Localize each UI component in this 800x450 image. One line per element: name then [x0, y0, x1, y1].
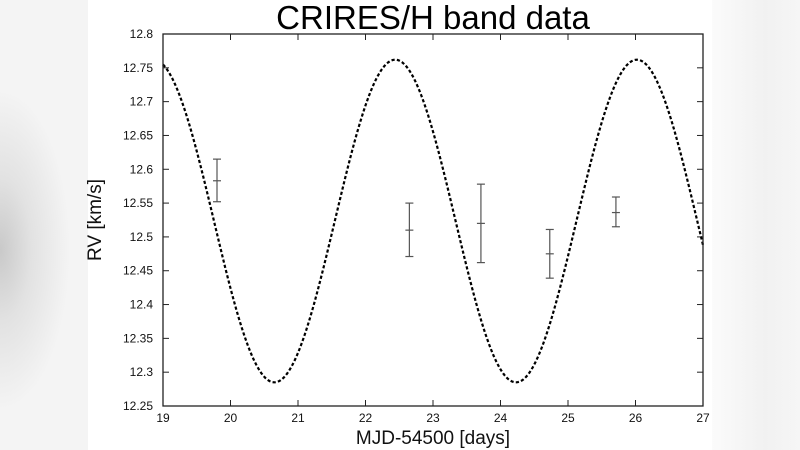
axis-ticks: 19 20 21 22 23 24 25 26 27 12.25 12.3 12.35 12.4 12.4… — [123, 27, 710, 425]
x-tick-label: 25 — [561, 411, 575, 425]
x-tick-label: 24 — [494, 411, 508, 425]
data-point — [405, 202, 414, 258]
x-tick-label: 26 — [629, 411, 643, 425]
chart-panel — [88, 0, 712, 450]
x-tick-label: 19 — [156, 411, 170, 425]
x-tick-label: 21 — [291, 411, 305, 425]
y-axis-label: RV [km/s] — [85, 179, 106, 261]
y-tick-label: 12.4 — [130, 298, 154, 312]
data-point — [611, 196, 620, 228]
x-tick-label: 22 — [359, 411, 373, 425]
y-tick-label: 12.35 — [123, 331, 153, 345]
data-points — [213, 158, 620, 279]
background-right-blur — [712, 0, 800, 450]
y-tick-label: 12.5 — [130, 230, 154, 244]
x-axis-label: MJD-54500 [days] — [356, 428, 510, 449]
y-tick-label: 12.25 — [123, 399, 153, 413]
y-tick-label: 12.8 — [130, 27, 154, 41]
plot-frame — [162, 33, 704, 407]
data-point — [213, 158, 221, 203]
y-tick-label: 12.45 — [123, 264, 153, 278]
y-tick-label: 12.3 — [130, 365, 154, 379]
data-point — [476, 183, 485, 264]
y-tick-label: 12.55 — [123, 196, 153, 210]
x-tick-label: 23 — [426, 411, 440, 425]
chart-title: CRIRES/H band data — [276, 0, 590, 36]
x-tick-label: 27 — [696, 411, 710, 425]
y-tick-label: 12.75 — [123, 61, 153, 75]
x-tick-label: 20 — [224, 411, 238, 425]
y-tick-label: 12.65 — [123, 128, 153, 142]
data-point — [545, 228, 554, 279]
model-curve-path — [162, 58, 705, 384]
background-left-blur — [0, 0, 88, 450]
y-tick-label: 12.7 — [130, 95, 154, 109]
model-curve — [162, 58, 705, 384]
y-tick-label: 12.6 — [130, 162, 154, 176]
